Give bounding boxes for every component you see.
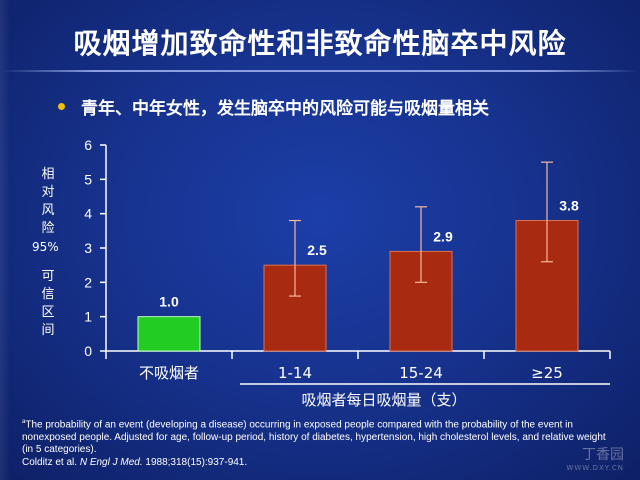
bullet-dot-icon: [58, 103, 65, 110]
footnote: aThe probability of an event (developing…: [22, 416, 618, 469]
footnote-marker: a: [22, 419, 26, 425]
data-label: 2.9: [433, 228, 453, 244]
data-label: 3.8: [559, 198, 579, 214]
y-tick-label: 0: [84, 343, 92, 359]
y-axis-label-char: 险: [41, 221, 55, 236]
watermark-url: WWW.DXY.CN: [566, 464, 624, 472]
data-label: 1.0: [159, 294, 179, 310]
slide-title: 吸烟增加致命性和非致命性脑卒中风险: [73, 27, 567, 60]
y-axis-label-char: 风: [41, 203, 55, 218]
x-tick-label: 15-24: [399, 364, 443, 382]
citation-journal: N Engl J Med.: [79, 456, 143, 468]
x-axis-title: 吸烟者每日吸烟量（支）: [301, 391, 467, 409]
y-tick-label: 6: [84, 137, 92, 153]
bullet-point: 青年、中年女性，发生脑卒中的风险可能与吸烟量相关: [58, 94, 489, 119]
citation: Colditz et al. N Engl J Med. 1988;318(15…: [22, 457, 618, 470]
y-tick-label: 5: [84, 171, 92, 187]
watermark-name: 丁香园: [582, 447, 624, 463]
y-axis-label-char: 信: [41, 287, 55, 302]
y-tick-label: 4: [84, 206, 92, 222]
watermark-logo: 丁香园 WWW.DXY.CN: [566, 444, 624, 472]
footnote-body: The probability of an event (developing …: [22, 419, 606, 456]
slide-edge-shade: [0, 0, 10, 480]
footnote-text: aThe probability of an event (developing…: [22, 416, 618, 457]
y-axis-label-char: 间: [41, 323, 55, 338]
y-tick-label: 1: [84, 309, 92, 325]
y-axis-label-relative-risk: 相 对 风 险: [38, 166, 58, 238]
bar: [137, 316, 201, 352]
x-tick-label: 1-14: [278, 364, 312, 382]
y-tick-label: 3: [84, 240, 92, 256]
data-label: 2.5: [307, 242, 327, 258]
y-axis-label-char: 对: [41, 185, 55, 200]
citation-details: 1988;318(15):937-941.: [142, 456, 248, 468]
x-tick-label: 不吸烟者: [139, 364, 199, 382]
y-axis-label-char: 区: [41, 305, 55, 320]
y-axis-label-char: 可: [41, 269, 55, 284]
bullet-text: 青年、中年女性，发生脑卒中的风险可能与吸烟量相关: [81, 99, 489, 119]
y-axis-label-confidence-interval: 可 信 区 间: [38, 268, 58, 340]
y-axis-label-ci-percent: 95%: [32, 240, 59, 254]
x-tick-label: ≥25: [531, 364, 563, 382]
citation-authors: Colditz et al.: [22, 456, 80, 468]
title-divider: [0, 70, 640, 72]
y-tick-label: 2: [84, 274, 92, 290]
y-axis-label-char: 相: [41, 167, 55, 182]
